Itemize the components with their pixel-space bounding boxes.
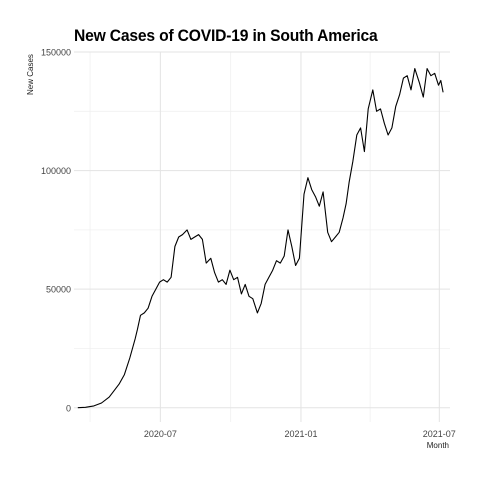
y-tick-label: 150000 bbox=[41, 48, 71, 58]
y-tick-label: 100000 bbox=[41, 166, 71, 176]
x-tick-label: 2020-07 bbox=[144, 429, 177, 439]
series-line bbox=[77, 68, 444, 409]
x-tick-label: 2021-01 bbox=[284, 429, 317, 439]
x-axis-label: Month bbox=[426, 441, 449, 450]
x-tick-label: 2021-07 bbox=[423, 429, 456, 439]
y-tick-label: 0 bbox=[66, 403, 71, 413]
y-tick-label: 50000 bbox=[46, 285, 71, 295]
chart-title: New Cases of COVID-19 in South America bbox=[74, 26, 378, 45]
